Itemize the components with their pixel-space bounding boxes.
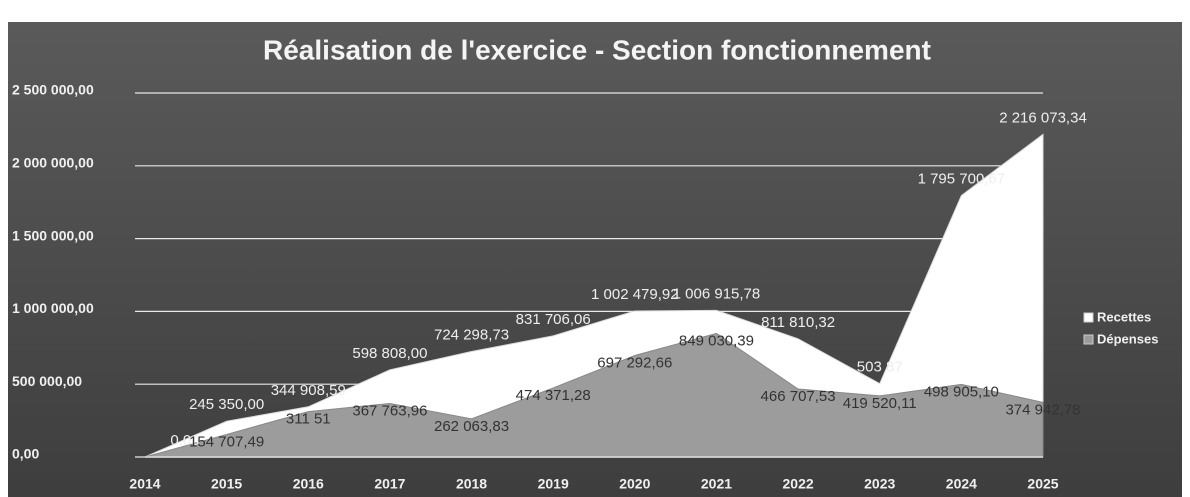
chart-title: Réalisation de l'exercice - Section fonc… — [263, 34, 931, 65]
data-label: 598 808,00 — [352, 345, 427, 362]
data-label: 849 030,39 — [679, 332, 754, 349]
legend-swatch — [1083, 312, 1094, 323]
x-tick-label: 2023 — [864, 476, 895, 492]
x-tick-label: 2024 — [946, 476, 977, 492]
data-label: 1 006 915,78 — [673, 285, 761, 302]
x-tick-label: 2015 — [211, 476, 242, 492]
data-label: 503 87 — [857, 359, 903, 376]
x-tick-label: 2019 — [538, 476, 569, 492]
area — [144, 332, 1044, 458]
x-tick-label: 2014 — [129, 476, 160, 492]
data-label: 419 520,11 — [843, 395, 917, 412]
x-tick-label: 2020 — [619, 476, 650, 492]
data-label: 1 795 700,67 — [918, 171, 1006, 188]
data-label: 724 298,73 — [434, 327, 509, 344]
data-label: 2 216 073,34 — [999, 109, 1087, 126]
y-tick-label: 1 500 000,00 — [12, 227, 94, 243]
legend-swatch — [1083, 334, 1094, 345]
x-tick-label: 2017 — [374, 476, 405, 492]
y-tick-label: 2 500 000,00 — [12, 82, 94, 98]
legend-label: Dépenses — [1097, 331, 1158, 346]
data-label: 0,00 — [170, 432, 199, 449]
data-label: 474 371,28 — [516, 387, 591, 404]
data-label: 811 810,32 — [761, 314, 835, 331]
data-label: 262 063,83 — [434, 418, 509, 435]
y-tick-label: 2 000 000,00 — [12, 155, 94, 171]
data-label: 367 763,96 — [352, 402, 427, 419]
data-label: 697 292,66 — [597, 354, 672, 371]
data-label: 311 51 — [286, 411, 331, 428]
x-tick-label: 2018 — [456, 476, 487, 492]
data-label: 498 905,10 — [924, 383, 999, 400]
data-label: 344 908,59 — [271, 382, 346, 399]
data-label: 831 706,06 — [516, 311, 591, 328]
x-tick-label: 2016 — [293, 476, 324, 492]
legend-label: Recettes — [1097, 309, 1151, 324]
x-tick-label: 2021 — [701, 476, 732, 492]
area — [144, 133, 1044, 458]
y-tick-label: 0,00 — [12, 446, 39, 462]
y-tick-label: 1 000 000,00 — [12, 300, 94, 316]
y-tick-label: 500 000,00 — [12, 373, 82, 389]
x-tick-label: 2022 — [783, 476, 814, 492]
data-label: 154 707,49 — [189, 433, 264, 450]
data-label: 466 707,53 — [761, 388, 836, 405]
data-label: 245 350,00 — [189, 396, 264, 413]
x-tick-label: 2025 — [1027, 476, 1058, 492]
data-label: 374 942,78 — [1005, 401, 1080, 418]
data-label: 1 002 479,92 — [591, 286, 679, 303]
